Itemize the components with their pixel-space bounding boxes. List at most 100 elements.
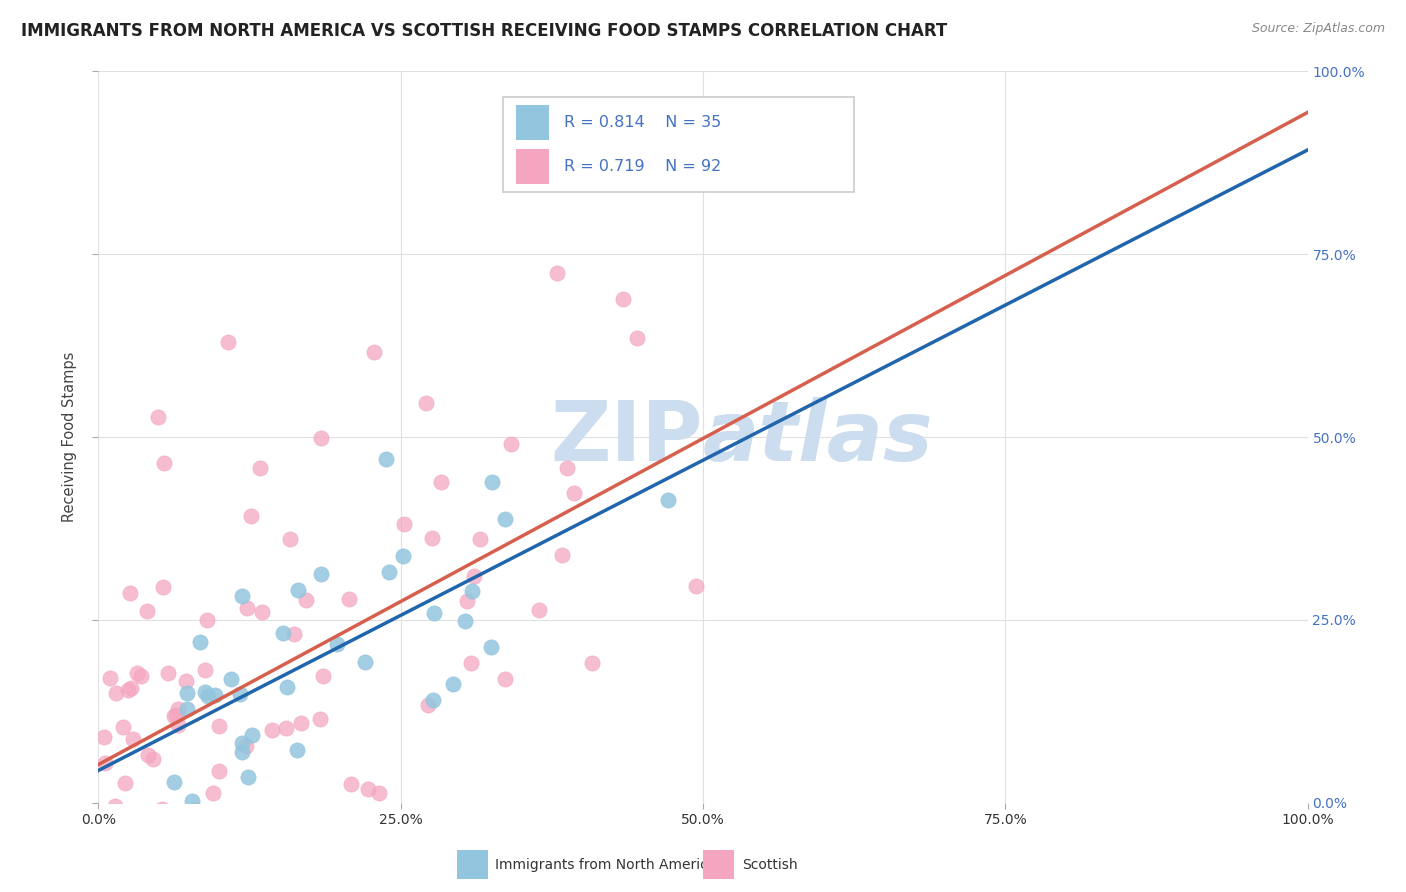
- Point: [225, 806, 247, 821]
- Point: [150, 818, 173, 832]
- Point: [441, 677, 464, 691]
- Point: [319, 818, 342, 832]
- Point: [114, 818, 136, 832]
- Point: [157, 666, 180, 681]
- Text: IMMIGRANTS FROM NORTH AMERICA VS SCOTTISH RECEIVING FOOD STAMPS CORRELATION CHAR: IMMIGRANTS FROM NORTH AMERICA VS SCOTTIS…: [21, 22, 948, 40]
- Point: [219, 818, 242, 832]
- Point: [236, 601, 259, 615]
- FancyBboxPatch shape: [516, 149, 550, 184]
- Text: R = 0.719    N = 92: R = 0.719 N = 92: [564, 159, 721, 174]
- Point: [494, 672, 516, 686]
- Point: [685, 579, 707, 593]
- Point: [231, 736, 253, 750]
- Point: [163, 709, 186, 723]
- Point: [363, 344, 385, 359]
- Point: [378, 565, 401, 579]
- Point: [138, 810, 160, 824]
- Point: [120, 681, 142, 695]
- Point: [229, 687, 252, 701]
- Point: [208, 764, 231, 778]
- Point: [529, 603, 551, 617]
- Point: [169, 818, 191, 832]
- Point: [152, 818, 174, 832]
- Point: [551, 548, 574, 562]
- Point: [124, 818, 146, 832]
- Point: [311, 567, 333, 582]
- Point: [184, 803, 207, 817]
- Point: [152, 456, 174, 470]
- Point: [167, 702, 190, 716]
- Point: [287, 583, 309, 598]
- Point: [354, 655, 377, 669]
- Point: [152, 818, 174, 832]
- Point: [176, 686, 198, 700]
- Point: [460, 656, 482, 670]
- Point: [166, 708, 188, 723]
- Point: [136, 747, 159, 762]
- Point: [240, 728, 263, 742]
- Point: [422, 693, 444, 707]
- Point: [546, 266, 568, 280]
- Point: [204, 688, 226, 702]
- Point: [194, 818, 217, 832]
- Point: [166, 718, 188, 732]
- Point: [657, 493, 679, 508]
- Point: [195, 613, 218, 627]
- Point: [276, 722, 298, 736]
- Point: [127, 665, 149, 680]
- Point: [188, 635, 211, 649]
- Text: atlas: atlas: [703, 397, 934, 477]
- Point: [111, 720, 134, 734]
- Point: [197, 690, 219, 704]
- FancyBboxPatch shape: [503, 97, 855, 192]
- Point: [555, 460, 578, 475]
- Point: [149, 818, 172, 832]
- Point: [150, 802, 173, 816]
- Point: [104, 799, 127, 814]
- Point: [479, 640, 502, 654]
- Point: [423, 607, 446, 621]
- Point: [172, 818, 194, 832]
- Point: [309, 712, 332, 726]
- Point: [626, 330, 648, 344]
- Point: [416, 698, 439, 712]
- Point: [461, 584, 484, 599]
- Point: [481, 475, 503, 490]
- Point: [93, 730, 115, 744]
- Point: [285, 743, 308, 757]
- Text: Source: ZipAtlas.com: Source: ZipAtlas.com: [1251, 22, 1385, 36]
- Point: [456, 594, 478, 608]
- Point: [160, 818, 183, 832]
- Text: ZIP: ZIP: [551, 397, 703, 477]
- Point: [337, 591, 360, 606]
- Point: [290, 716, 312, 731]
- Point: [231, 590, 253, 604]
- Point: [202, 786, 225, 800]
- Point: [149, 805, 172, 820]
- Text: Scottish: Scottish: [742, 858, 799, 872]
- Point: [463, 568, 485, 582]
- Point: [122, 732, 145, 747]
- Text: R = 0.814    N = 35: R = 0.814 N = 35: [564, 115, 721, 130]
- Point: [368, 786, 391, 800]
- Point: [231, 745, 253, 759]
- Point: [271, 626, 294, 640]
- Point: [117, 683, 139, 698]
- Point: [312, 669, 335, 683]
- Point: [176, 702, 198, 716]
- Point: [278, 532, 301, 546]
- Point: [146, 409, 169, 424]
- Text: Immigrants from North America: Immigrants from North America: [495, 858, 716, 872]
- Point: [562, 486, 585, 500]
- Point: [264, 818, 287, 832]
- Point: [612, 292, 634, 306]
- Point: [350, 818, 373, 832]
- Point: [276, 680, 298, 694]
- Point: [114, 776, 136, 790]
- Point: [283, 627, 305, 641]
- Y-axis label: Receiving Food Stamps: Receiving Food Stamps: [62, 351, 77, 523]
- Point: [249, 461, 271, 475]
- Point: [136, 604, 159, 618]
- Point: [294, 593, 316, 607]
- Point: [375, 451, 398, 466]
